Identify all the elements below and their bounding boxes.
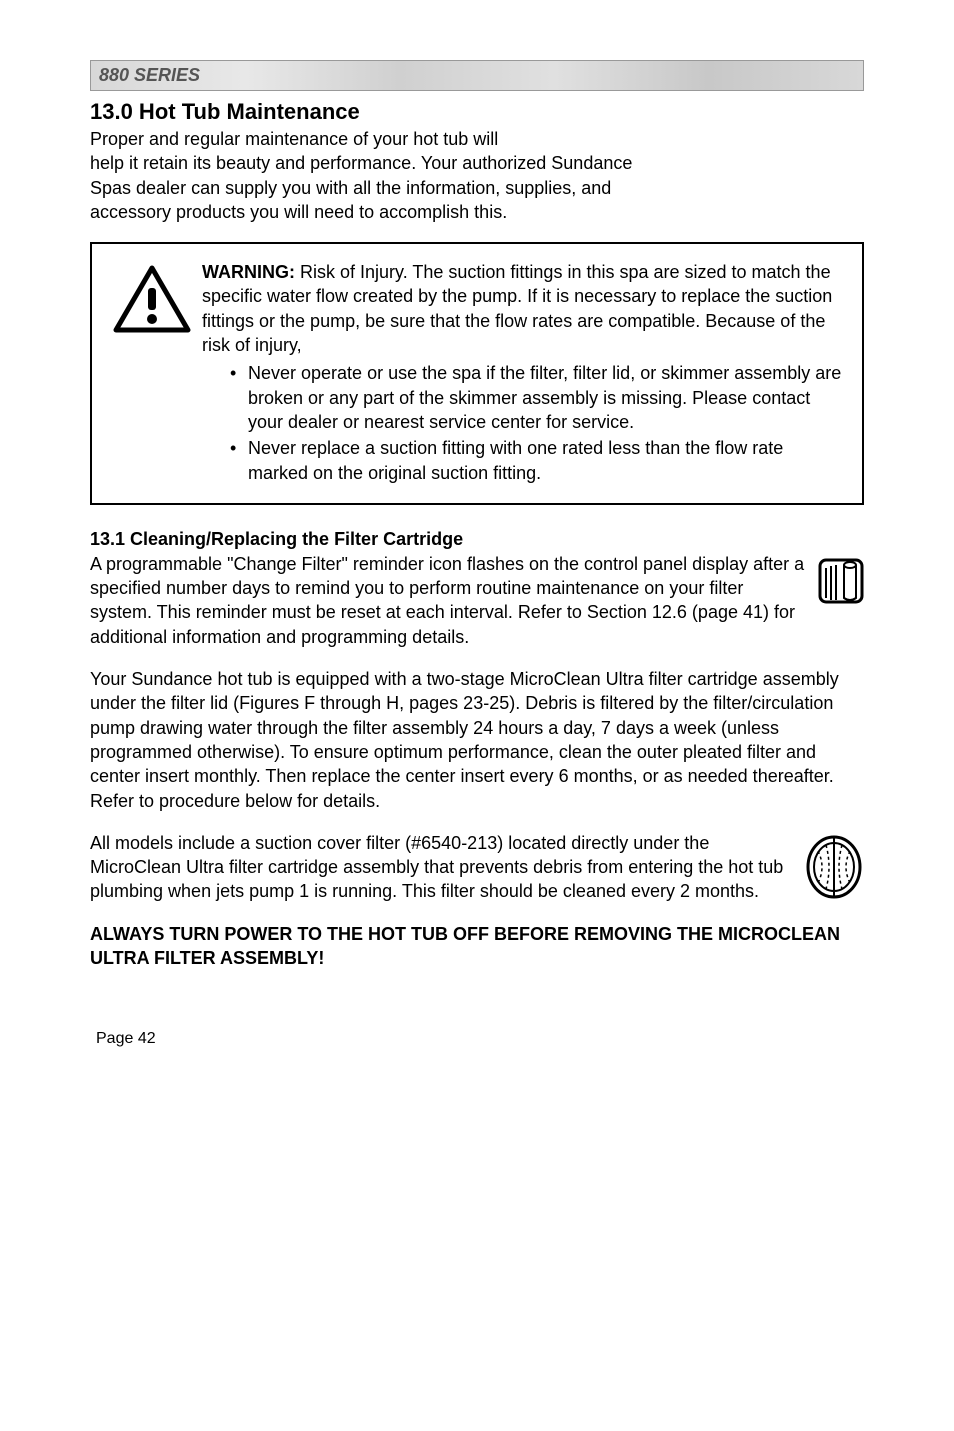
bold-note: ALWAYS TURN POWER TO THE HOT TUB OFF BEF… (90, 922, 864, 971)
intro-line: Proper and regular maintenance of your h… (90, 129, 498, 149)
warning-bullet-list: Never operate or use the spa if the filt… (202, 361, 842, 484)
suction-cover-paragraph: All models include a suction cover filte… (90, 831, 864, 904)
para3-text: All models include a suction cover filte… (90, 833, 783, 902)
warning-content: WARNING: Risk of Injury. The suction fit… (202, 260, 842, 487)
warning-bullet: Never replace a suction fitting with one… (230, 436, 842, 485)
intro-line: accessory products you will need to acco… (90, 202, 507, 222)
intro-line: help it retain its beauty and performanc… (90, 153, 632, 173)
series-banner: 880 SERIES (90, 60, 864, 91)
intro-line: Spas dealer can supply you with all the … (90, 178, 611, 198)
warning-bullet: Never operate or use the spa if the filt… (230, 361, 842, 434)
warning-icon-wrap (112, 260, 202, 341)
warning-lead-text: Risk of Injury. The suction fittings in … (202, 262, 832, 355)
suction-cover-icon-wrap (804, 833, 864, 907)
series-banner-text: 880 SERIES (99, 65, 200, 85)
section-heading: 13.0 Hot Tub Maintenance (90, 99, 864, 125)
filter-reminder-paragraph: A programmable "Change Filter" reminder … (90, 552, 864, 649)
filter-cartridge-icon-wrap (818, 554, 864, 612)
filter-cartridge-icon (818, 554, 864, 606)
subsection-heading: 13.1 Cleaning/Replacing the Filter Cartr… (90, 529, 864, 550)
warning-label: WARNING: (202, 262, 295, 282)
suction-cover-icon (804, 833, 864, 901)
para1-text: A programmable "Change Filter" reminder … (90, 554, 804, 647)
page-number: Page 42 (90, 1030, 864, 1048)
warning-box: WARNING: Risk of Injury. The suction fit… (90, 242, 864, 505)
para2: Your Sundance hot tub is equipped with a… (90, 667, 864, 813)
document-page: 880 SERIES 13.0 Hot Tub Maintenance Prop… (0, 0, 954, 1088)
intro-paragraph: Proper and regular maintenance of your h… (90, 127, 864, 224)
warning-triangle-icon (112, 264, 192, 336)
